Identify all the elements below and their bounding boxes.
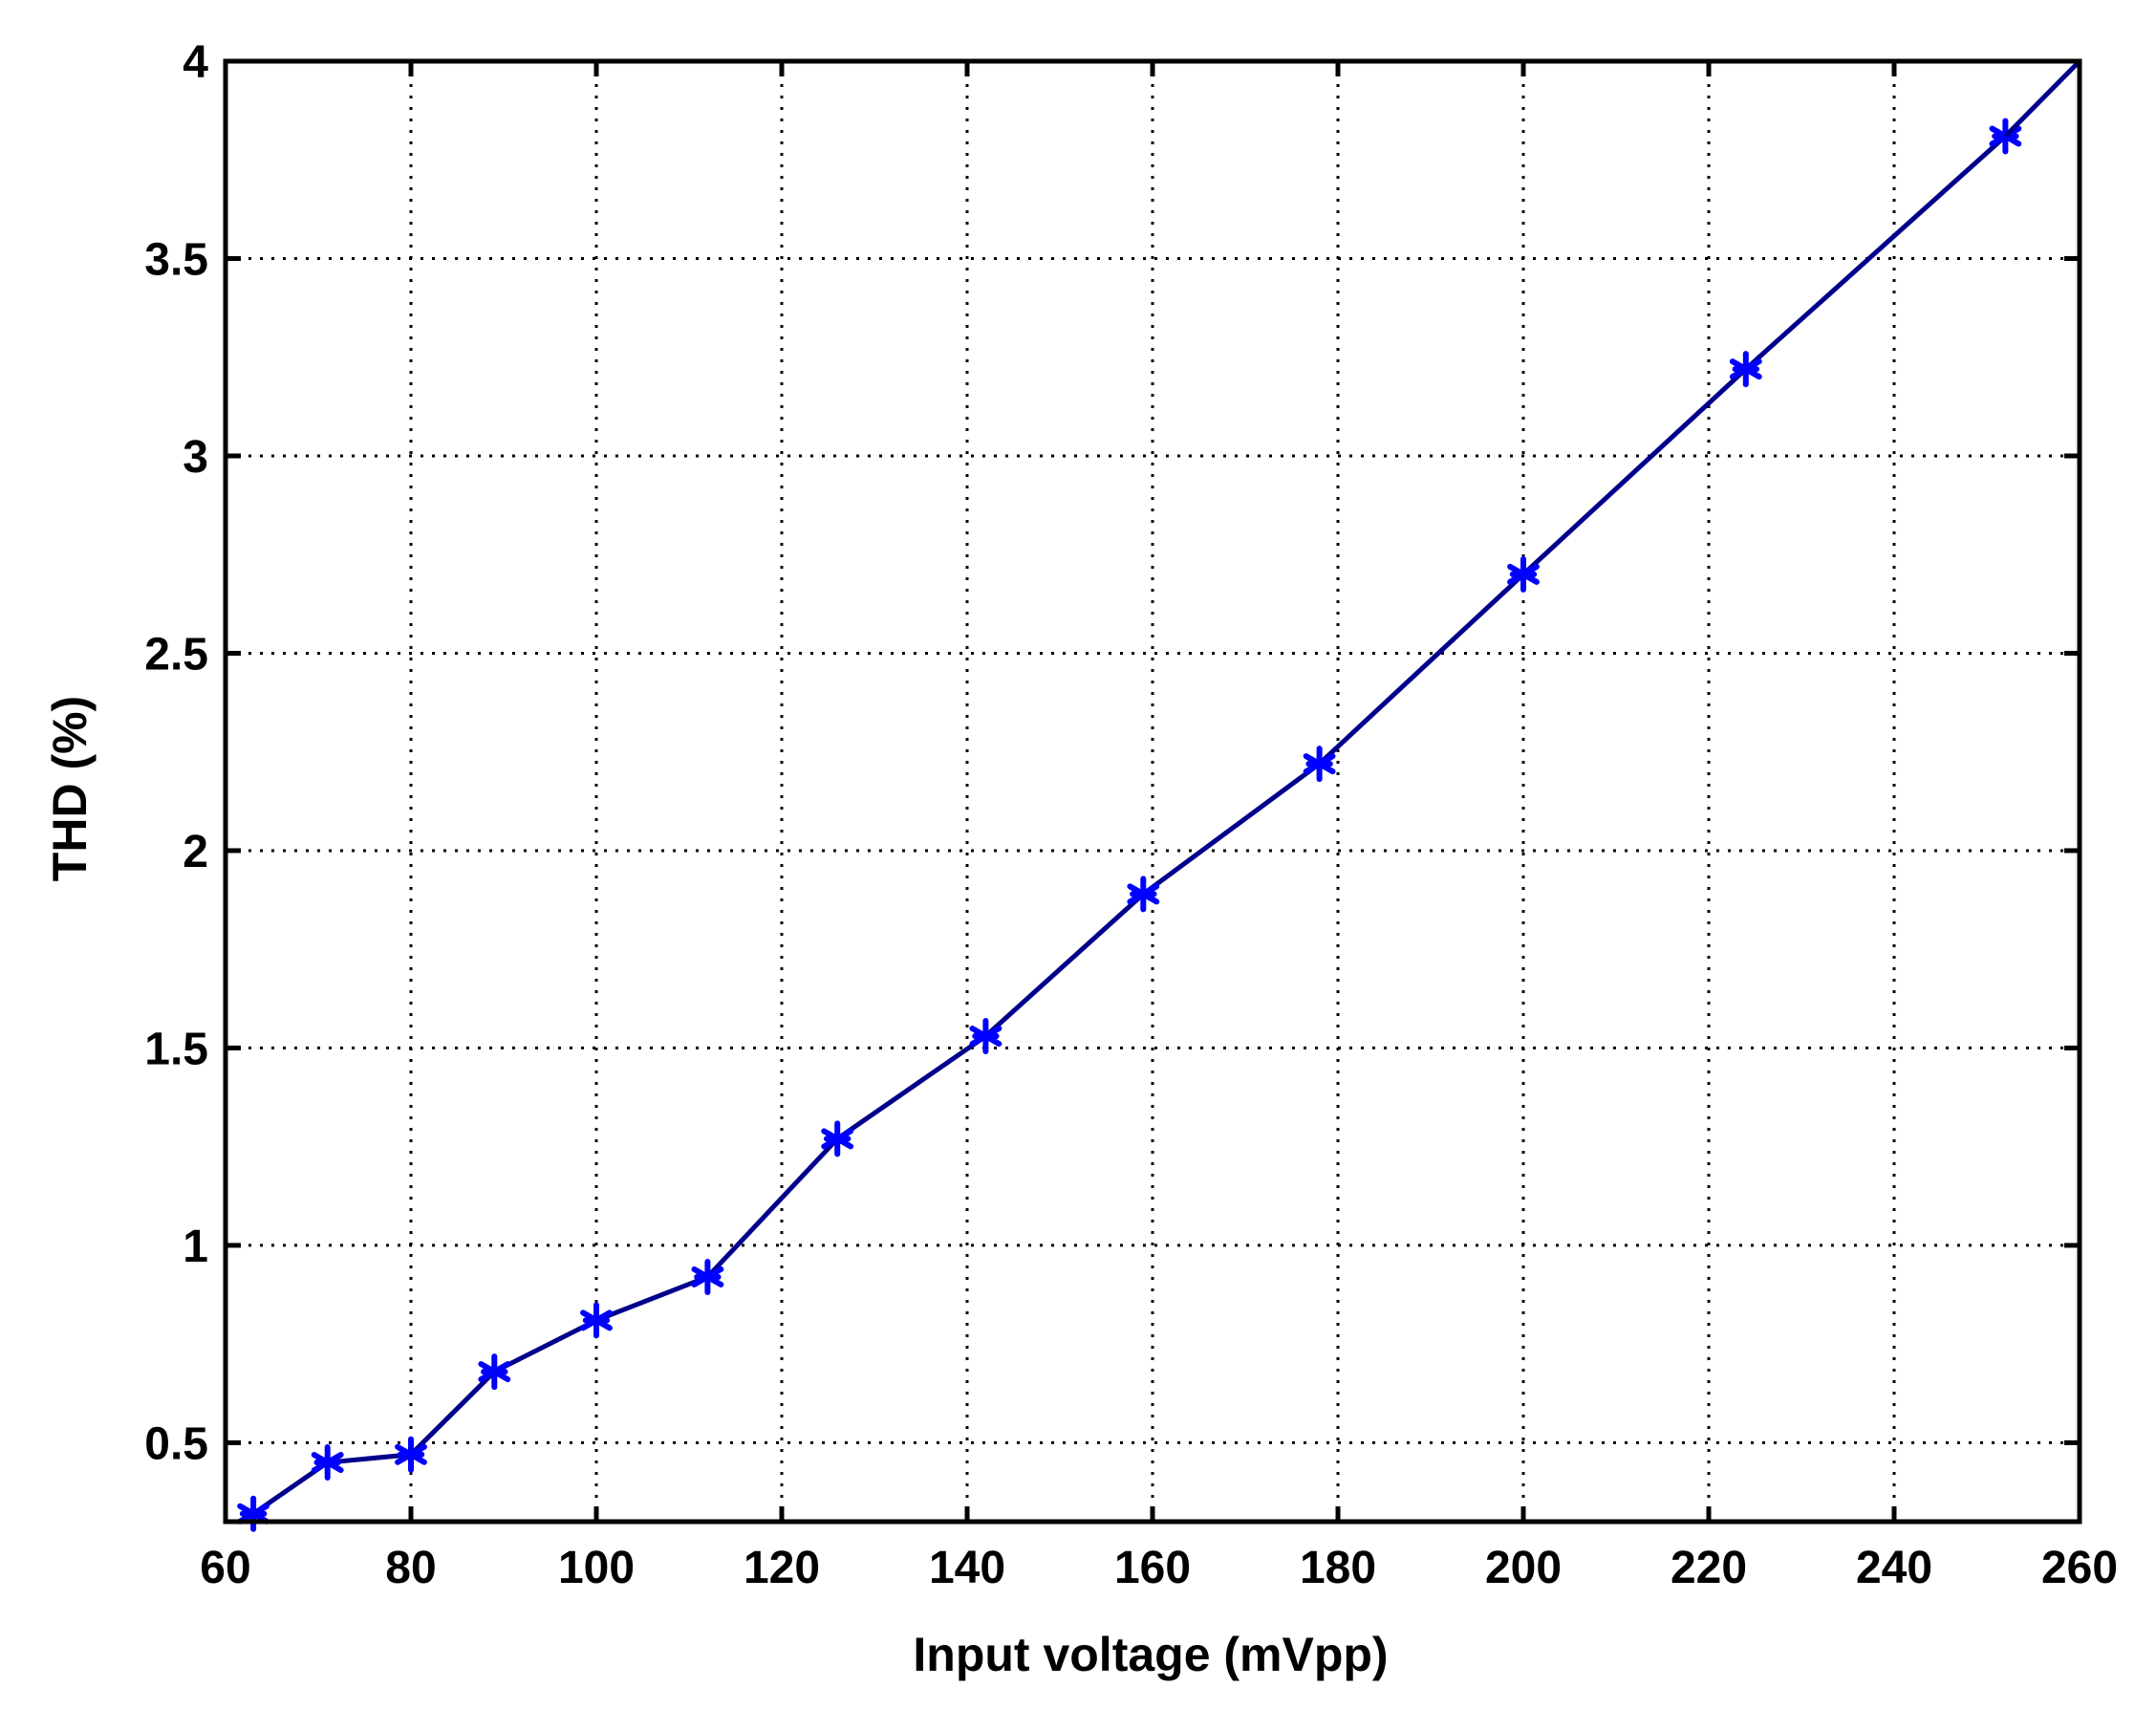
data-point-marker xyxy=(580,1302,613,1339)
data-series xyxy=(237,59,2081,1532)
data-point-marker xyxy=(311,1444,344,1482)
x-axis-label: Input voltage (mVpp) xyxy=(913,1628,1388,1681)
data-point-marker xyxy=(1303,746,1336,783)
data-point-marker xyxy=(1127,876,1160,913)
x-tick-label: 180 xyxy=(1300,1543,1376,1593)
x-tick-label: 100 xyxy=(558,1543,635,1593)
trend-line-extension xyxy=(2003,59,2081,139)
x-tick-label: 60 xyxy=(200,1543,250,1593)
data-point-marker xyxy=(1729,351,1762,388)
y-tick-label: 2.5 xyxy=(144,629,208,680)
axis-ticks xyxy=(223,58,2082,1522)
x-tick-label: 140 xyxy=(929,1543,1005,1593)
data-point-marker xyxy=(1507,555,1540,593)
y-tick-label: 4 xyxy=(183,37,208,88)
data-point-marker xyxy=(395,1436,427,1473)
y-tick-label: 1 xyxy=(183,1222,208,1272)
y-tick-label: 2 xyxy=(183,827,208,877)
x-tick-label: 160 xyxy=(1114,1543,1191,1593)
y-tick-label: 3 xyxy=(183,432,208,483)
data-point-marker xyxy=(691,1258,724,1295)
grid-lines xyxy=(226,61,2080,1522)
x-tick-label: 240 xyxy=(1856,1543,1932,1593)
x-tick-label: 80 xyxy=(385,1543,436,1593)
y-tick-labels: 0.5 1 1.5 2 2.5 3 3.5 4 xyxy=(144,37,208,1469)
x-tick-label: 220 xyxy=(1671,1543,1747,1593)
x-tick-label: 200 xyxy=(1485,1543,1562,1593)
x-tick-labels: 60 80 100 120 140 160 180 200 220 240 260 xyxy=(200,1543,2118,1593)
y-tick-label: 1.5 xyxy=(144,1024,208,1074)
x-tick-label: 260 xyxy=(2041,1543,2118,1593)
data-point-marker xyxy=(821,1120,854,1157)
y-tick-label: 0.5 xyxy=(144,1418,208,1469)
data-point-marker xyxy=(969,1018,1003,1055)
x-tick-label: 120 xyxy=(744,1543,820,1593)
y-axis-label: THD (%) xyxy=(43,696,97,881)
y-tick-label: 3.5 xyxy=(144,234,208,285)
data-point-marker xyxy=(478,1353,511,1391)
